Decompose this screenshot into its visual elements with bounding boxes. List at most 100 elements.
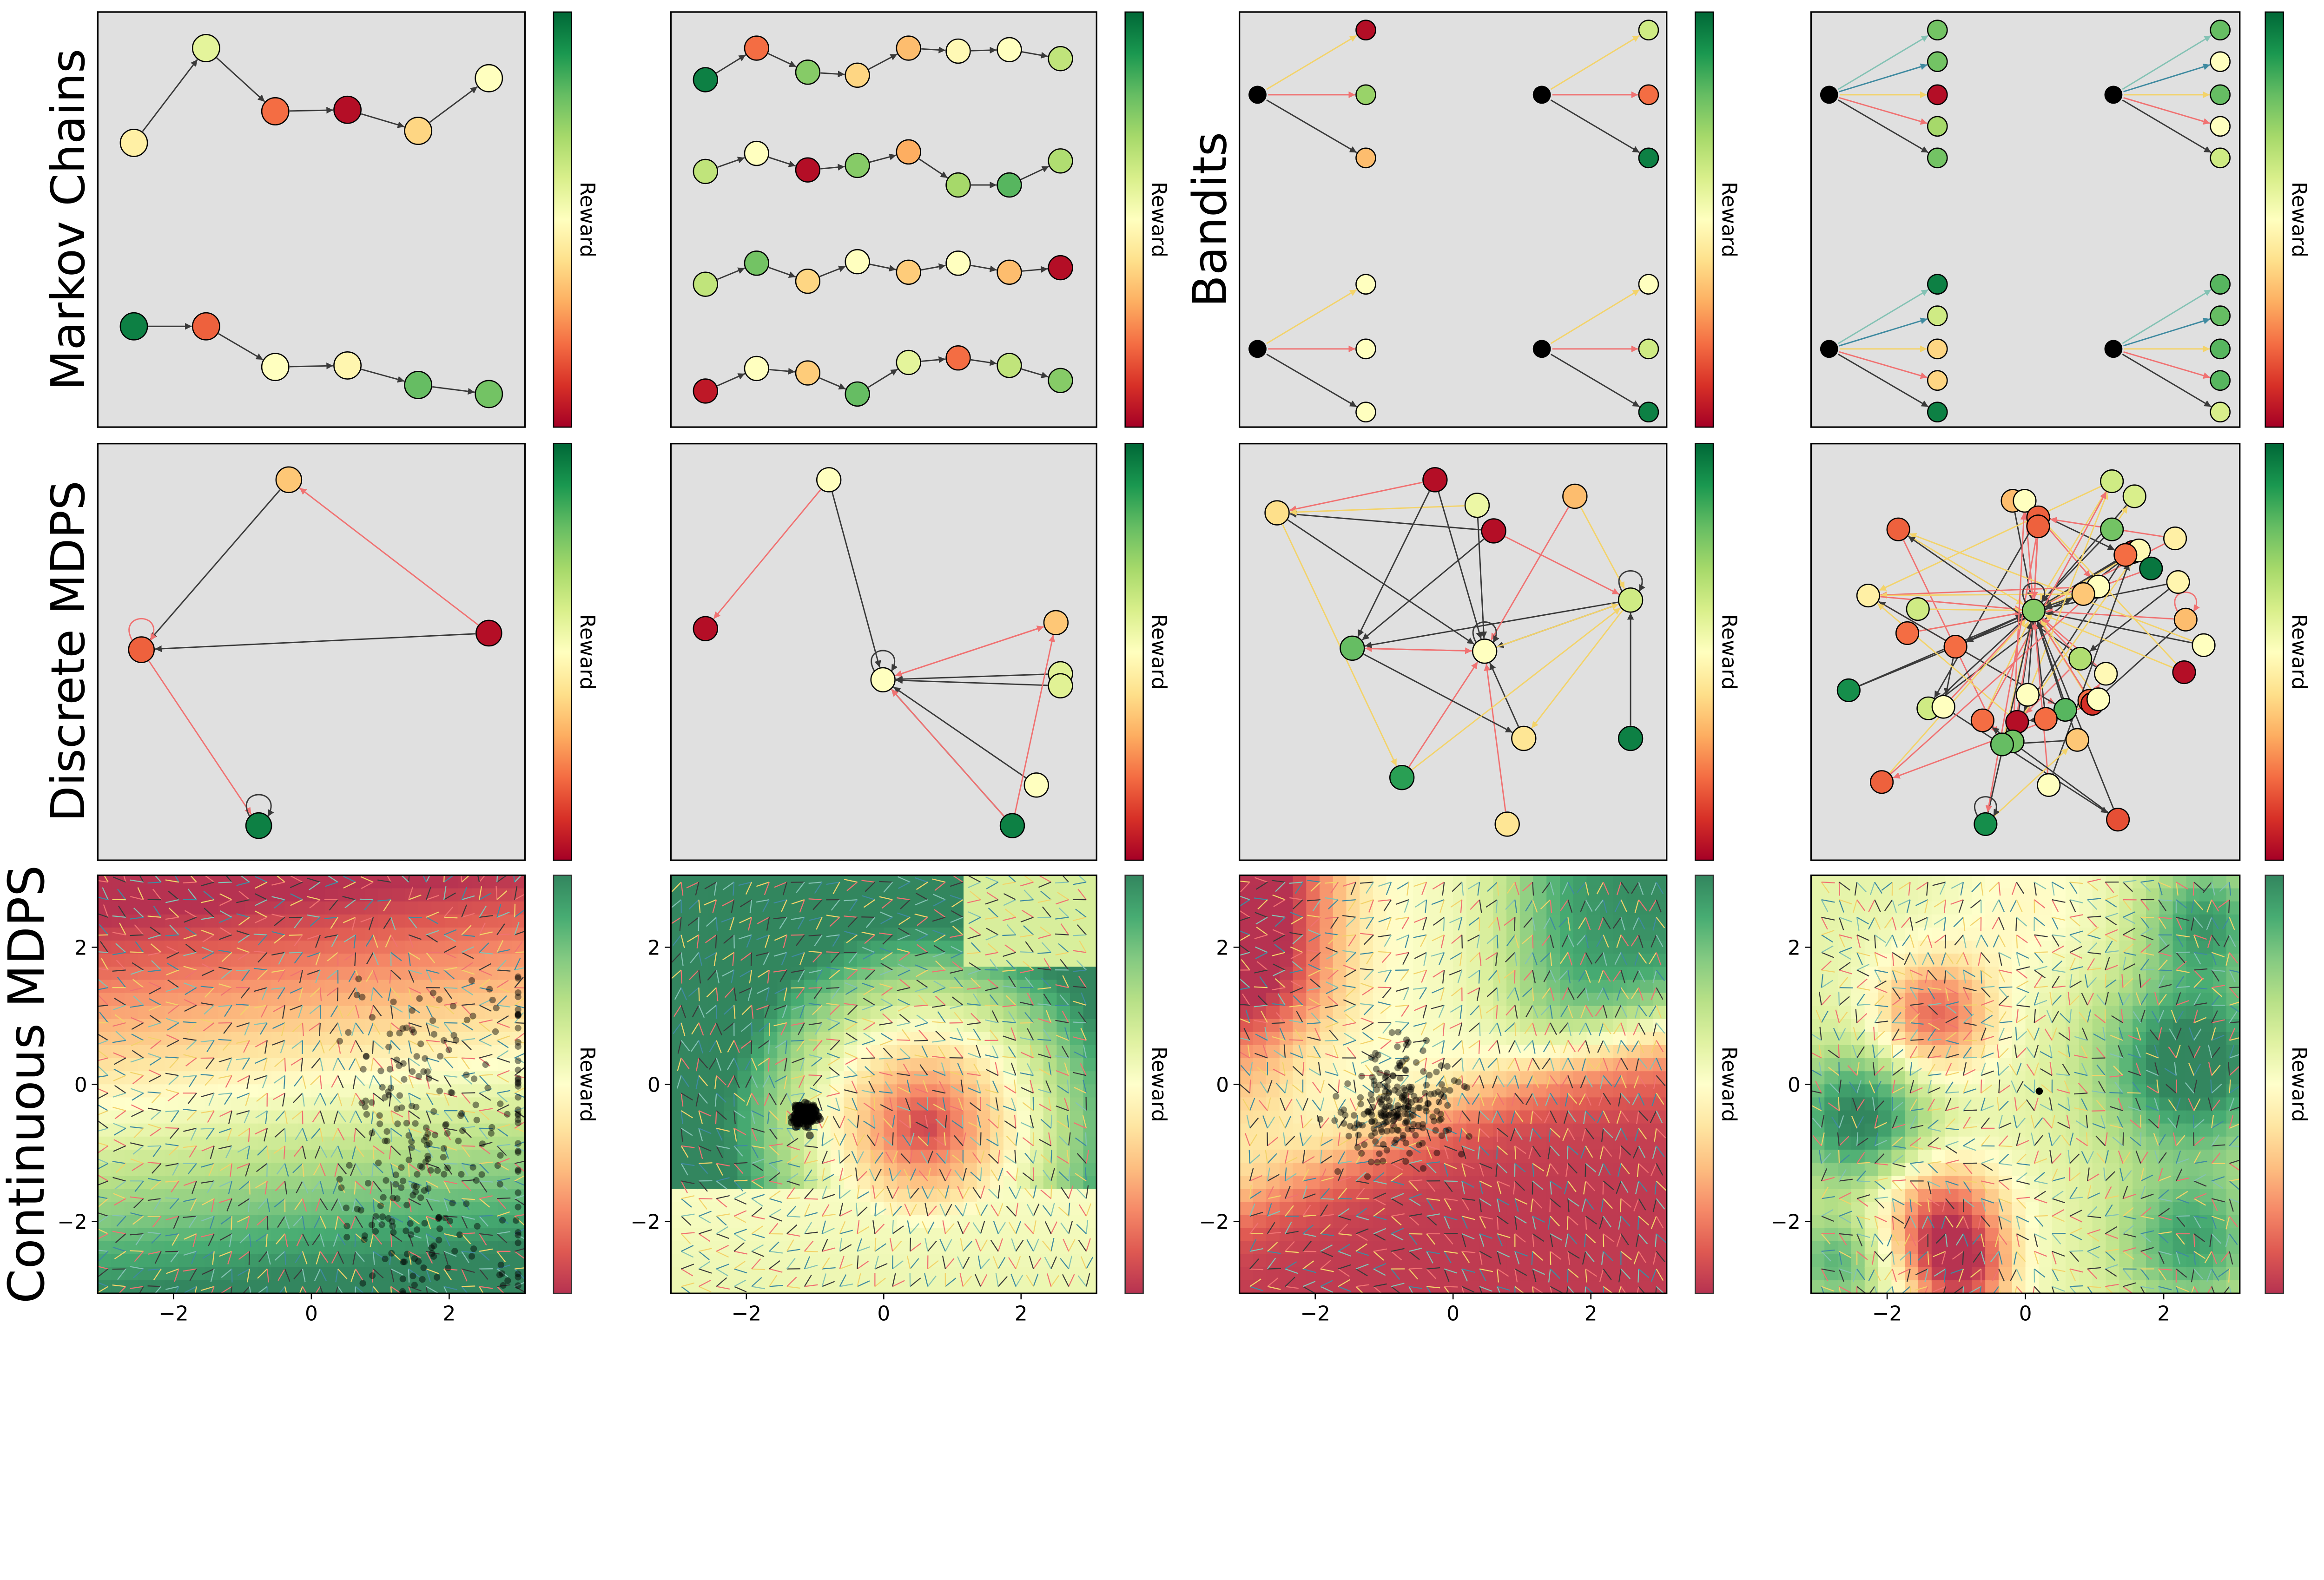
quiver-arrow [355, 1040, 363, 1053]
quiver-arrow [804, 1179, 818, 1182]
quiver-arrow [847, 1005, 858, 1015]
heatmap-cell [338, 1097, 352, 1111]
graph-edge [2122, 99, 2212, 153]
heatmap-cell [1003, 1189, 1017, 1203]
heatmap-cell [977, 1267, 991, 1281]
quiver-arrow [937, 1011, 946, 1023]
heatmap-cell [1043, 1228, 1057, 1242]
quiver-arrow [733, 1251, 747, 1255]
heatmap-cell [445, 1110, 459, 1124]
quiver-arrow [302, 1163, 304, 1177]
heatmap-cell [458, 1045, 472, 1059]
quiver-arrow [997, 1150, 1000, 1164]
heatmap-cell [697, 914, 712, 928]
quiver-arrow [751, 1225, 763, 1234]
heatmap-cell [98, 1254, 112, 1268]
quiver-arrow [99, 924, 109, 935]
quiver-arrow [236, 969, 250, 972]
heatmap-cell [751, 1019, 765, 1033]
quiver-arrow [134, 1251, 144, 1262]
quiver-arrow [373, 1163, 383, 1173]
quiver-arrow [335, 1269, 339, 1283]
quiver-arrow [349, 1110, 357, 1124]
particle [492, 1028, 499, 1035]
heatmap-cell [178, 1136, 192, 1151]
quiver-arrow [443, 1110, 453, 1122]
quiver-arrow [786, 1093, 793, 1106]
quiver-arrow [118, 905, 126, 918]
quiver-arrow [307, 914, 321, 918]
quiver-arrow [990, 959, 999, 971]
quiver-arrow [201, 882, 215, 887]
quiver-arrow [799, 899, 805, 913]
quiver-arrow [769, 1110, 779, 1121]
heatmap-cell [870, 1006, 885, 1020]
colorbar: Reward [2265, 11, 2311, 428]
heatmap-cell [1030, 1280, 1044, 1294]
quiver-arrow [353, 935, 357, 948]
particle [343, 1205, 350, 1211]
quiver-arrow [284, 1110, 288, 1124]
quiver-arrow [284, 1163, 289, 1177]
quiver-arrow [224, 1005, 232, 1017]
quiver-arrow [236, 899, 250, 903]
heatmap-cell [777, 1228, 792, 1242]
quiver-arrow [337, 1128, 345, 1141]
quiver-arrow [443, 1286, 457, 1290]
heatmap-cell [311, 1045, 325, 1059]
quiver-arrow [149, 1057, 162, 1066]
quiver-arrow [152, 889, 162, 900]
quiver-arrow [892, 1170, 902, 1182]
quiver-arrow [355, 1286, 365, 1294]
quiver-arrow [246, 1075, 250, 1089]
quiver-arrow [203, 890, 215, 900]
quiver-arrow [408, 1233, 422, 1239]
heatmap-cell [1030, 1123, 1044, 1138]
quiver-arrow [680, 935, 685, 948]
heatmap-cell [338, 941, 352, 955]
heatmap-cell [231, 980, 245, 994]
quiver-arrow [408, 1040, 412, 1054]
quiver-arrow [763, 952, 770, 965]
graph-edge [1357, 491, 1430, 637]
heatmap-cell [884, 1084, 898, 1098]
heatmap-cell [244, 1202, 259, 1216]
quiver-arrow [443, 1268, 452, 1281]
particle [444, 1165, 451, 1172]
quiver-arrow [284, 1233, 288, 1247]
graph-node [2163, 527, 2187, 551]
quiver-arrow [699, 1198, 713, 1199]
heatmap-cell [98, 1019, 112, 1033]
quiver-arrow [408, 1075, 422, 1080]
quiver-arrow [496, 1127, 508, 1137]
heatmap-cell [378, 941, 392, 955]
graph-edge [1839, 317, 1928, 347]
quiver-arrow [496, 1233, 508, 1244]
quiver-arrow [260, 1022, 268, 1035]
particle [458, 1110, 465, 1117]
graph-edge [1266, 289, 1357, 344]
heatmap-cell [870, 1110, 885, 1124]
heatmap-cell [191, 1215, 205, 1229]
quiver-arrow [950, 1106, 964, 1112]
quiver-arrow [773, 899, 787, 904]
quiver-arrow [809, 1087, 823, 1094]
quiver-arrow [330, 1005, 338, 1017]
quiver-arrow [716, 970, 720, 984]
heatmap-cell [1070, 1110, 1084, 1124]
quiver-arrow [986, 1069, 999, 1076]
particle [515, 1140, 522, 1147]
quiver-arrow [265, 1233, 268, 1248]
quiver-arrow [360, 876, 374, 883]
quiver-arrow [932, 894, 946, 901]
quiver-arrow [347, 1005, 356, 1017]
quiver-arrow [968, 1122, 981, 1129]
quiver-arrow [969, 927, 981, 935]
quiver-arrow [130, 1126, 144, 1129]
quiver-arrow [408, 1198, 421, 1205]
heatmap-cell [711, 1189, 725, 1203]
graph-edge [768, 267, 796, 278]
quiver-arrow [98, 1142, 108, 1146]
heatmap-cell [737, 1058, 752, 1072]
